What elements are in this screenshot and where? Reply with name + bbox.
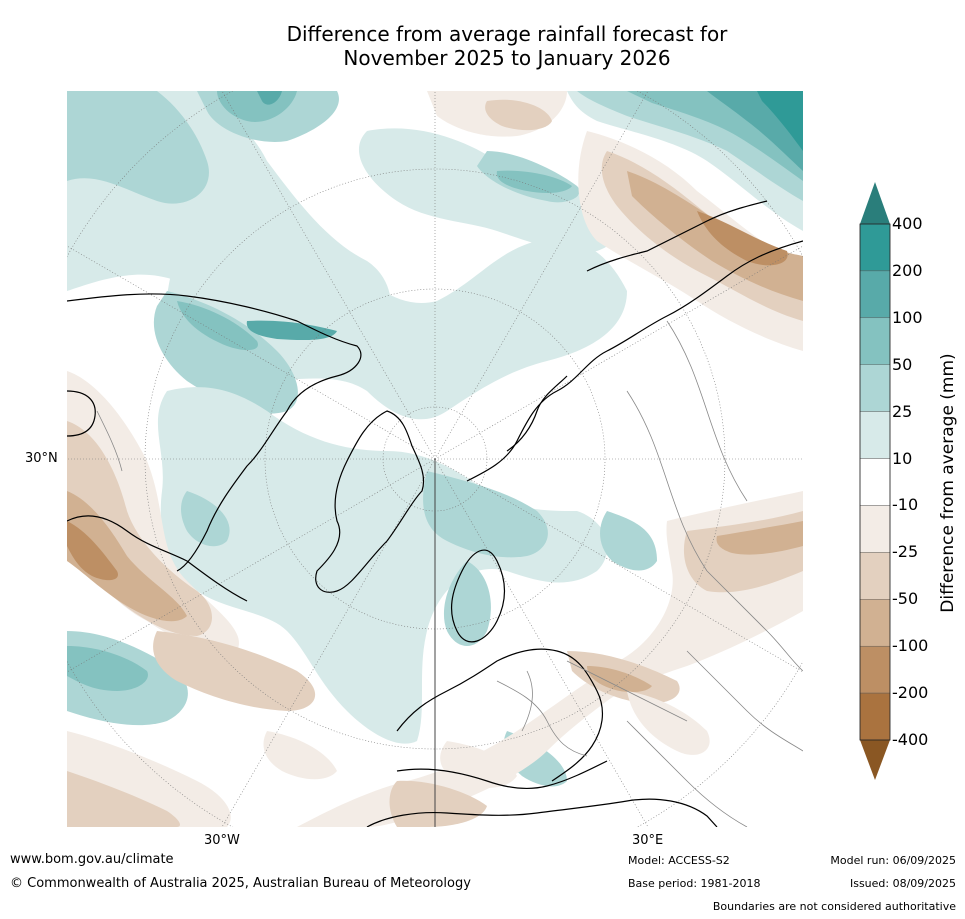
colorbar-tick-label: 100: [892, 307, 923, 327]
wet-anomaly-shading: [67, 91, 803, 787]
dry-anomaly-shading: [67, 91, 803, 827]
colorbar-tick-label: -100: [892, 636, 929, 656]
colorbar-block: [859, 505, 891, 553]
colorbar-title: Difference from average (mm): [938, 343, 960, 623]
footer-model-run: Model run: 06/09/2025: [830, 854, 956, 867]
lat-label-30n: 30°N: [25, 451, 58, 466]
colorbar-outline: [859, 223, 891, 741]
footer-base-period: Base period: 1981-2018: [628, 877, 761, 890]
colorbar-title-text: Difference from average (mm): [938, 353, 958, 613]
colorbar-block: [859, 411, 891, 459]
country-borders: [96, 320, 803, 827]
map-svg: [67, 91, 803, 827]
footer-issued: Issued: 08/09/2025: [849, 877, 956, 890]
lon-label-30e: 30°E: [632, 833, 664, 848]
colorbar-block: [859, 458, 891, 506]
graticule: [67, 91, 803, 827]
colorbar-tick-label: 200: [892, 260, 923, 280]
title-line-2: November 2025 to January 2026: [343, 46, 671, 70]
colorbar-tick-label: -50: [892, 589, 919, 609]
title-line-1: Difference from average rainfall forecas…: [286, 22, 728, 46]
coastlines: [67, 200, 803, 827]
colorbar-block: [859, 270, 891, 319]
colorbar-blocks: [859, 223, 891, 741]
colorbar-tick-label: 400: [892, 214, 923, 233]
colorbar-block: [859, 364, 891, 412]
rainfall-anomaly-map[interactable]: [67, 91, 803, 827]
colorbar-svg: [859, 182, 891, 780]
colorbar-tick-label: 50: [892, 354, 913, 374]
chart-title: Difference from average rainfall forecas…: [0, 22, 965, 70]
colorbar-tick-label: -25: [892, 542, 919, 562]
footer-url[interactable]: www.bom.gov.au/climate: [10, 852, 174, 867]
colorbar-block: [859, 552, 891, 600]
colorbar-extend-top: [860, 182, 890, 224]
colorbar-tick-label: 25: [892, 401, 913, 421]
lon-label-30w: 30°W: [204, 833, 240, 848]
footer-model: Model: ACCESS-S2: [628, 854, 730, 867]
colorbar-block: [859, 317, 891, 365]
colorbar-block: [859, 645, 891, 694]
footer-copyright: © Commonwealth of Australia 2025, Austra…: [10, 876, 471, 891]
colorbar-tick-label: -200: [892, 683, 929, 703]
colorbar: 400 200 100 50 25 10 -10 -25 -50 -100 -200 -400: [850, 180, 965, 780]
colorbar-tick-label: -10: [892, 495, 919, 515]
colorbar-block: [859, 223, 891, 272]
colorbar-tick-label: -400: [892, 730, 929, 749]
colorbar-extend-bottom: [860, 740, 890, 780]
footer-boundaries: Boundaries are not considered authoritat…: [712, 900, 956, 913]
colorbar-tick-label: 10: [892, 448, 913, 468]
colorbar-block: [859, 599, 891, 647]
colorbar-block: [859, 692, 891, 741]
